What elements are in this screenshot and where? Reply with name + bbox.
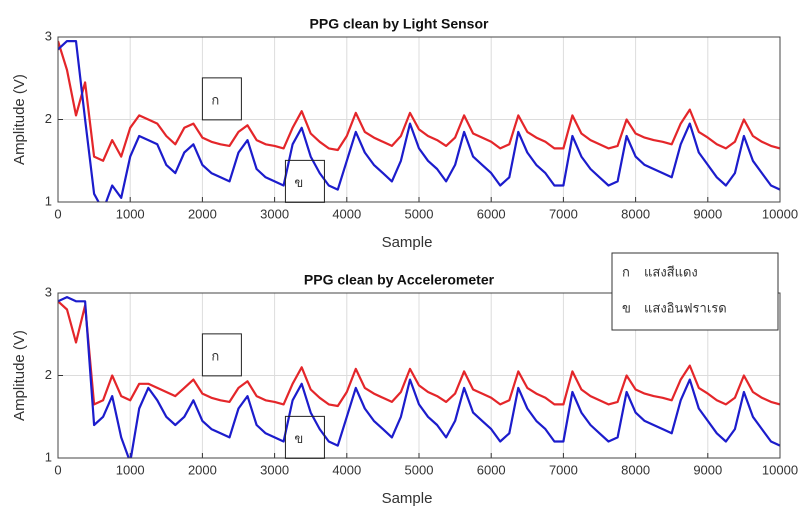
x-tick-label: 2000 <box>188 462 217 477</box>
x-tick-label: 8000 <box>621 462 650 477</box>
annotation-box <box>201 333 242 377</box>
series-line <box>58 296 780 458</box>
annotation-label: ข <box>294 431 303 446</box>
x-tick-label: 0 <box>54 462 61 477</box>
series-line <box>58 300 780 408</box>
y-tick-label: 2 <box>45 367 52 382</box>
annotation-label: ก <box>211 92 219 107</box>
legend-label: แสงอินฟราเรด <box>644 300 727 315</box>
legend-label: แสงสีแดง <box>644 264 698 279</box>
x-tick-label: 7000 <box>549 462 578 477</box>
x-tick-label: 1000 <box>116 206 145 221</box>
y-tick-label: 3 <box>45 28 52 43</box>
legend-box <box>611 252 779 331</box>
annotation-label: ก <box>211 348 219 363</box>
x-tick-label: 9000 <box>693 206 722 221</box>
series-line <box>58 40 780 162</box>
x-tick-label: 6000 <box>477 206 506 221</box>
y-tick-label: 2 <box>45 111 52 126</box>
x-axis-label: Sample <box>382 234 433 251</box>
y-axis-label: Amplitude (V) <box>11 74 28 165</box>
chart-title: PPG clean by Light Sensor <box>310 16 489 32</box>
x-tick-label: 5000 <box>405 206 434 221</box>
x-tick-label: 7000 <box>549 206 578 221</box>
x-tick-label: 8000 <box>621 206 650 221</box>
legend-key: ก <box>622 264 630 279</box>
annotation-box <box>201 77 242 121</box>
y-tick-label: 3 <box>45 284 52 299</box>
axes-box <box>57 292 781 459</box>
x-tick-label: 1000 <box>116 462 145 477</box>
x-tick-label: 3000 <box>260 462 289 477</box>
x-tick-label: 10000 <box>762 206 798 221</box>
y-axis-label: Amplitude (V) <box>11 330 28 421</box>
x-tick-label: 4000 <box>332 462 361 477</box>
x-tick-label: 9000 <box>693 462 722 477</box>
annotation-box <box>284 415 325 459</box>
x-tick-label: 2000 <box>188 206 217 221</box>
y-tick-label: 1 <box>45 193 52 208</box>
x-tick-label: 6000 <box>477 462 506 477</box>
x-tick-label: 3000 <box>260 206 289 221</box>
legend-key: ข <box>622 300 631 315</box>
x-tick-label: 10000 <box>762 462 798 477</box>
x-tick-label: 5000 <box>405 462 434 477</box>
chart-title: PPG clean by Accelerometer <box>304 272 495 288</box>
x-tick-label: 0 <box>54 206 61 221</box>
series-line <box>58 40 780 202</box>
x-axis-label: Sample <box>382 490 433 507</box>
annotation-box <box>284 159 325 203</box>
annotation-label: ข <box>294 175 303 190</box>
axes-box <box>57 36 781 203</box>
x-tick-label: 4000 <box>332 206 361 221</box>
y-tick-label: 1 <box>45 449 52 464</box>
